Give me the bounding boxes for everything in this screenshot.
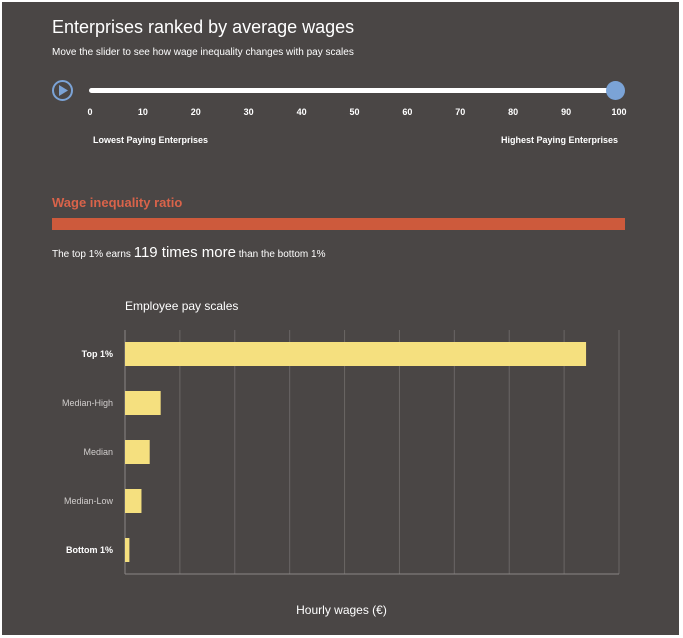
- bar-top-1-: [125, 342, 587, 366]
- slider-tick-70: 70: [455, 107, 466, 117]
- slider-right-label: Highest Paying Enterprises: [501, 135, 619, 145]
- category-label: Median-High: [62, 398, 113, 408]
- slider-track[interactable]: [89, 88, 617, 93]
- ratio-prefix: The top 1% earns: [52, 249, 131, 260]
- slider-tick-50: 50: [349, 107, 360, 117]
- bar-bottom-1-: [125, 538, 130, 562]
- category-label: Median: [83, 447, 113, 457]
- page-title: Enterprises ranked by average wages: [52, 17, 355, 37]
- play-button[interactable]: [52, 80, 73, 101]
- category-label: Bottom 1%: [66, 545, 113, 555]
- ratio-emphasis: 119 times more: [133, 244, 236, 261]
- slider-tick-0: 0: [87, 107, 93, 117]
- bar-median-low: [125, 489, 142, 513]
- slider-tick-40: 40: [296, 107, 307, 117]
- category-label: Top 1%: [82, 349, 113, 359]
- chart-title: Employee pay scales: [125, 299, 238, 313]
- play-icon: [59, 85, 68, 96]
- slider-handle[interactable]: [606, 81, 625, 100]
- slider-tick-100: 100: [611, 107, 627, 117]
- slider-tick-90: 90: [561, 107, 572, 117]
- slider-tick-60: 60: [402, 107, 413, 117]
- bar-median-high: [125, 391, 161, 415]
- ratio-heading: Wage inequality ratio: [52, 195, 183, 210]
- x-axis-label: Hourly wages (€): [296, 603, 387, 617]
- ratio-bar: [52, 218, 625, 230]
- ratio-suffix: than the bottom 1%: [238, 249, 326, 260]
- slider-tick-30: 30: [243, 107, 254, 117]
- slider-tick-80: 80: [508, 107, 519, 117]
- ratio-sentence: The top 1% earns 119 times more than the…: [52, 244, 326, 261]
- slider-tick-10: 10: [137, 107, 148, 117]
- slider-left-label: Lowest Paying Enterprises: [93, 135, 209, 145]
- category-label: Median-Low: [64, 496, 114, 506]
- slider-tick-20: 20: [190, 107, 201, 117]
- bar-median: [125, 440, 150, 464]
- page-subtitle: Move the slider to see how wage inequali…: [52, 47, 354, 58]
